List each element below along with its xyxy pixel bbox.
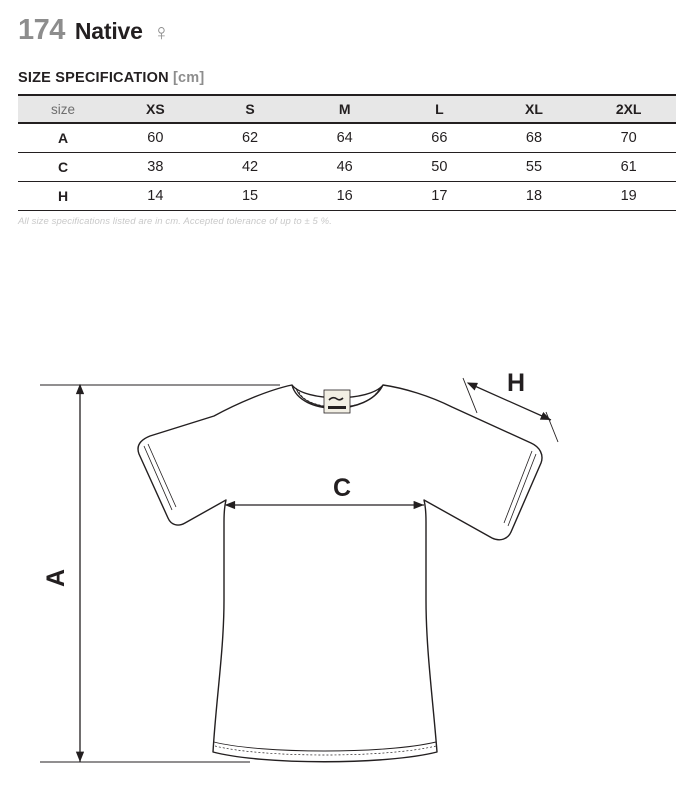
dimension-c: C (224, 474, 424, 510)
cell-a-s: 62 (202, 123, 298, 153)
column-header-l: L (392, 94, 487, 124)
column-header-2xl: 2XL (581, 94, 676, 124)
cell-h-2xl: 19 (581, 181, 676, 211)
column-header-m: M (297, 94, 393, 124)
column-header-xs: XS (108, 94, 203, 124)
row-key-a: A (18, 123, 109, 153)
size-tolerance-footnote: All size specifications listed are in cm… (18, 216, 332, 227)
cell-a-xs: 60 (108, 123, 203, 153)
row-key-c: C (18, 152, 109, 182)
tshirt-technical-drawing: A C H (0, 350, 696, 802)
product-title-row: 174 Native ♀ (18, 14, 170, 47)
spec-heading-text: SIZE SPECIFICATION (18, 70, 169, 86)
dimension-h: H (462, 369, 559, 443)
cell-c-m: 46 (297, 152, 393, 182)
cell-a-l: 66 (392, 123, 487, 153)
dimension-h-label: H (507, 369, 525, 397)
table-row: A 60 62 64 66 68 70 (18, 123, 676, 153)
dimension-c-label: C (333, 474, 351, 502)
dimension-a: A (42, 383, 85, 762)
bottom-hem (213, 741, 437, 756)
table-header-row: size XS S M L XL 2XL (18, 94, 676, 124)
cell-h-m: 16 (297, 181, 393, 211)
cell-c-xl: 55 (486, 152, 582, 182)
table-corner-label: size (18, 94, 109, 124)
cell-h-xl: 18 (486, 181, 582, 211)
cell-a-m: 64 (297, 123, 393, 153)
cell-h-xs: 14 (108, 181, 203, 211)
brand-neck-label-icon (323, 389, 351, 414)
column-header-xl: XL (486, 94, 582, 124)
column-header-s: S (202, 94, 298, 124)
cell-c-l: 50 (392, 152, 487, 182)
cell-c-s: 42 (202, 152, 298, 182)
cell-a-xl: 68 (486, 123, 582, 153)
sleeve-hems (143, 443, 537, 527)
female-venus-symbol-icon: ♀ (152, 19, 170, 45)
cell-c-xs: 38 (108, 152, 203, 182)
shirt-outline (137, 384, 543, 763)
table-row: H 14 15 16 17 18 19 (18, 181, 676, 211)
spec-heading-unit: [cm] (173, 70, 205, 86)
cell-h-s: 15 (202, 181, 298, 211)
table-row: C 38 42 46 50 55 61 (18, 152, 676, 182)
cell-h-l: 17 (392, 181, 487, 211)
size-specification-table: size XS S M L XL 2XL A 60 62 64 66 68 70… (18, 94, 676, 211)
row-key-h: H (18, 181, 109, 211)
size-specification-heading: SIZE SPECIFICATION [cm] (18, 70, 204, 86)
product-number: 174 (18, 14, 65, 46)
dimension-a-label: A (42, 569, 70, 587)
cell-c-2xl: 61 (581, 152, 676, 182)
product-name: Native (74, 18, 143, 44)
cell-a-2xl: 70 (581, 123, 676, 153)
